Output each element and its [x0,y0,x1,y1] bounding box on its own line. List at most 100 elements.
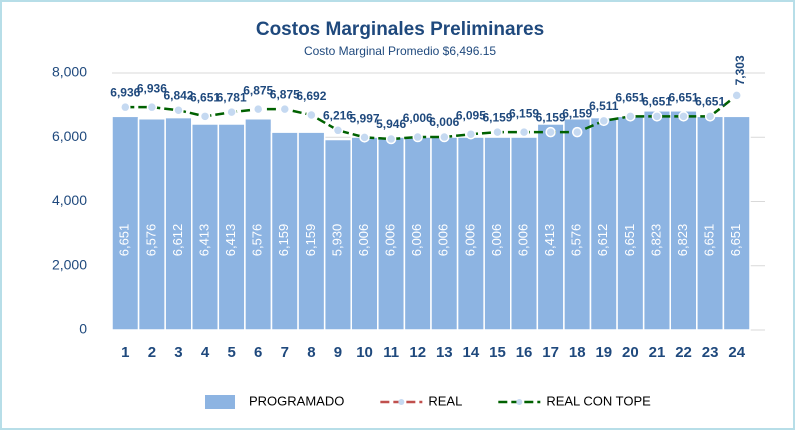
bar [616,115,645,331]
line-point [120,101,131,113]
x-tick-label: 12 [409,344,426,361]
line-point [571,126,583,138]
line-value-label: 6,651 [642,95,672,109]
bar-value-label: 6,006 [409,224,424,257]
line-value-label: 6,781 [217,90,247,104]
x-tick-label: 9 [334,344,342,361]
line-value-label: 6,842 [163,88,193,102]
bar-value-label: 6,576 [569,224,584,257]
bar [217,123,246,331]
bar-value-label: 6,612 [595,224,610,257]
bar [669,110,698,331]
line-point [598,115,610,127]
line-value-label: 6,651 [615,91,645,105]
y-tick-label: 0 [79,321,87,337]
line-value-label: 6,936 [110,85,140,99]
line-value-label: 6,875 [243,83,273,97]
line-point [226,106,237,118]
line-point [465,128,477,140]
bar-value-label: 6,413 [223,224,238,257]
line-value-label: 7,303 [733,55,747,85]
x-tick-label: 17 [542,344,559,361]
chart-subtitle: Costo Marginal Promedio $6,496.15 [304,44,496,58]
bar-value-label: 6,651 [622,224,637,257]
x-tick-label: 18 [569,344,586,361]
legend-label: REAL CON TOPE [546,393,651,408]
legend-label: REAL [428,393,462,408]
bar [722,115,751,331]
x-tick-label: 15 [489,344,506,361]
line-value-label: 6,936 [137,81,167,95]
bar-value-label: 6,576 [143,224,158,257]
bar-value-label: 6,006 [489,224,504,257]
line-value-label: 6,095 [456,108,486,122]
bar [589,116,618,331]
x-tick-label: 8 [307,344,315,361]
y-tick-label: 8,000 [52,64,87,80]
bar-value-label: 6,159 [303,224,318,257]
line-point [199,111,211,122]
line-value-label: 5,946 [376,117,406,131]
bar-value-label: 6,413 [542,224,557,257]
x-tick-label: 4 [201,344,210,361]
line-value-label: 6,875 [270,87,300,101]
bar [483,136,512,331]
line-value-label: 6,159 [509,106,539,120]
x-tick-label: 24 [728,344,745,361]
line-point [252,103,264,115]
bar [563,117,592,331]
line-value-label: 6,159 [536,110,566,124]
line-value-label: 6,216 [323,108,353,122]
y-tick-label: 4,000 [52,192,87,208]
bar-value-label: 6,576 [250,224,265,257]
line-point [439,131,450,143]
bar-value-label: 6,651 [117,224,132,257]
bar [270,131,299,331]
line-point [518,126,530,138]
line-point [359,132,370,143]
x-tick-label: 23 [702,344,719,361]
x-tick-label: 22 [675,344,692,361]
bar [696,115,725,331]
bar-value-label: 6,006 [515,224,530,257]
line-value-label: 6,006 [403,111,433,125]
x-tick-label: 5 [227,344,235,361]
line-point [385,133,397,145]
x-tick-label: 16 [516,344,533,361]
bar [164,116,193,331]
x-tick-label: 20 [622,344,639,361]
line-point [492,126,503,138]
line-point [146,101,158,113]
line-value-label: 6,511 [589,99,619,113]
legend-swatch [205,395,235,409]
x-tick-label: 1 [121,344,129,361]
bar [430,136,459,331]
line-value-label: 6,006 [429,115,459,129]
line-point [306,109,317,121]
line-point [678,111,689,122]
line-value-label: 5,997 [350,112,380,126]
x-tick-label: 11 [383,344,399,361]
line-value-label: 6,651 [190,91,220,105]
line-point [173,104,184,116]
bar-value-label: 6,006 [436,224,451,257]
bar [111,115,140,331]
x-tick-label: 6 [254,344,262,361]
bar-value-label: 6,159 [276,224,291,257]
line-value-label: 6,692 [296,89,326,103]
line-point [545,126,556,138]
line-point [704,111,716,122]
y-tick-label: 6,000 [52,128,87,144]
x-tick-label: 13 [436,344,453,361]
line-point [332,125,344,136]
bar [510,136,539,331]
x-tick-label: 21 [649,344,666,361]
bar-value-label: 6,006 [383,224,398,257]
y-tick-label: 2,000 [52,256,87,272]
line-point [731,90,742,101]
legend-label: PROGRAMADO [249,393,344,408]
chart-title: Costos Marginales Preliminares [256,19,544,40]
line-point [625,111,636,122]
line-point [412,131,423,143]
